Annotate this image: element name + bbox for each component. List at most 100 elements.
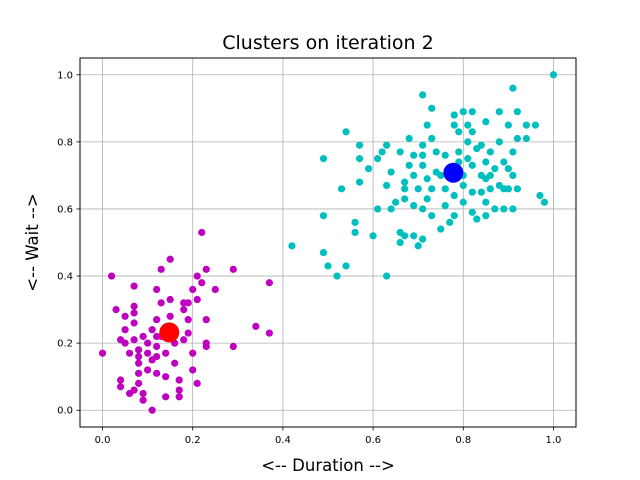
cluster-2-point: [319, 248, 328, 257]
cluster-2-point: [355, 178, 364, 186]
cluster-2-point: [459, 198, 467, 206]
cluster-2-point: [513, 134, 521, 143]
cluster-2-point: [401, 178, 409, 186]
cluster-1-point: [121, 326, 129, 334]
cluster-2-point: [513, 108, 521, 116]
cluster-2-point: [342, 128, 350, 136]
cluster-1-point: [153, 285, 161, 294]
cluster-2-point: [450, 212, 458, 220]
cluster-1-point: [265, 329, 273, 337]
cluster-1-point: [202, 342, 210, 351]
cluster-2-point: [522, 121, 531, 129]
x-axis-title: <-- Duration -->: [261, 456, 395, 475]
cluster-2-point: [437, 225, 445, 233]
cluster-2-point: [378, 148, 386, 156]
y-tick-label: 0.2: [57, 339, 73, 350]
cluster-2-point: [288, 242, 296, 250]
cluster-1-point: [135, 379, 143, 387]
cluster-2-point: [405, 161, 413, 169]
cluster-2-point: [351, 228, 359, 237]
cluster-1-point: [211, 285, 219, 294]
cluster-2-point: [504, 165, 512, 173]
cluster-2-point: [441, 202, 449, 210]
cluster-1-point: [189, 349, 197, 357]
cluster-2-point: [351, 218, 359, 226]
cluster-2-point: [441, 151, 449, 159]
cluster-1-point: [112, 305, 120, 314]
cluster-1-point: [135, 352, 143, 361]
cluster-2-point: [342, 262, 350, 270]
cluster-1-point: [175, 386, 183, 394]
cluster-1-point: [130, 309, 138, 317]
cluster-1-point: [193, 379, 201, 387]
cluster-1-point: [144, 339, 152, 347]
y-tick-label: 0.8: [57, 137, 73, 148]
cluster-1-point: [166, 255, 174, 263]
y-tick-label: 0.6: [57, 204, 73, 215]
cluster-2-point: [396, 148, 404, 156]
cluster-2-point: [414, 185, 422, 193]
plot-area-frame: [79, 57, 577, 428]
cluster-1-point: [198, 279, 206, 287]
cluster-1-point: [148, 406, 156, 414]
cluster-2-point: [455, 148, 463, 156]
cluster-1-point: [171, 359, 179, 367]
cluster-1-point: [153, 369, 161, 377]
cluster-1-point: [166, 295, 174, 304]
y-tick-label: 0.0: [57, 406, 73, 417]
cluster-1-point: [130, 319, 138, 327]
cluster-2-point: [428, 185, 436, 193]
cluster-2-point: [486, 185, 494, 193]
cluster-2-point: [482, 118, 490, 126]
cluster-1-point: [202, 316, 210, 324]
cluster-2-point: [401, 195, 409, 203]
cluster-2-point: [509, 84, 517, 92]
cluster-1-point: [144, 366, 152, 374]
cluster-1-point: [229, 342, 237, 351]
cluster-2-point: [500, 205, 508, 213]
x-tick-label: 0.6: [365, 435, 381, 446]
cluster-2-point: [482, 212, 490, 220]
cluster-2-point: [459, 108, 467, 116]
centroid-2-marker: [443, 162, 464, 183]
cluster-2-point: [450, 191, 458, 200]
centroid-1-marker: [159, 322, 180, 343]
x-tick-label: 0.4: [275, 435, 291, 446]
cluster-2-point: [531, 121, 540, 129]
cluster-2-point: [540, 198, 549, 206]
x-tick-label: 0.0: [95, 435, 111, 446]
cluster-1-point: [107, 272, 116, 280]
cluster-2-point: [383, 272, 391, 280]
cluster-2-point: [482, 198, 490, 206]
cluster-1-point: [130, 386, 138, 394]
cluster-1-point: [153, 342, 161, 351]
cluster-2-point: [495, 108, 503, 116]
cluster-1-point: [252, 322, 260, 330]
centroids: [159, 162, 464, 343]
cluster-1-point: [135, 346, 143, 354]
cluster-2-point: [441, 185, 449, 193]
cluster-2-point: [410, 151, 418, 159]
cluster-1-point: [198, 228, 206, 237]
cluster-1-point: [193, 295, 201, 304]
scatter-points: [98, 71, 558, 414]
cluster-1-point: [157, 299, 165, 307]
cluster-2-point: [464, 121, 472, 129]
cluster-2-point: [387, 205, 395, 213]
cluster-2-point: [387, 168, 395, 176]
cluster-2-point: [401, 232, 409, 240]
cluster-1-point: [121, 312, 129, 320]
cluster-2-point: [319, 212, 328, 220]
cluster-2-point: [504, 121, 512, 129]
cluster-2-point: [414, 242, 422, 250]
cluster-1-point: [148, 326, 156, 334]
cluster-2-point: [410, 202, 418, 210]
cluster-2-point: [477, 188, 485, 196]
cluster-1-point: [153, 316, 161, 324]
y-axis-title: <-- Wait -->: [23, 193, 42, 291]
y-tick-label: 1.0: [57, 70, 73, 81]
cluster-2-point: [392, 198, 400, 206]
cluster-2-point: [324, 262, 332, 270]
x-axis-ticks: 0.0 0.2 0.4 0.6 0.8 1.0: [95, 427, 561, 446]
